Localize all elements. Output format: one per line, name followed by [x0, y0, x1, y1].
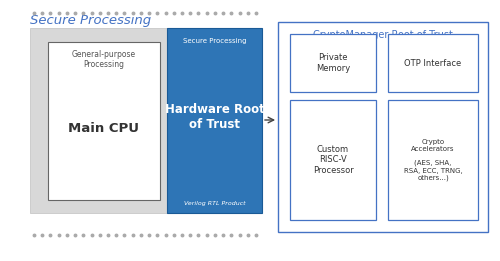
Text: Main CPU: Main CPU [68, 122, 140, 135]
Text: Secure Processing: Secure Processing [183, 38, 246, 44]
Bar [388, 100, 478, 220]
Text: Private
Memory: Private Memory [316, 53, 350, 73]
Text: CryptoManager Root of Trust: CryptoManager Root of Trust [313, 30, 453, 40]
Text: General-purpose
Processing: General-purpose Processing [72, 50, 136, 69]
Bar [30, 28, 260, 213]
Text: Verilog RTL Product: Verilog RTL Product [184, 201, 246, 206]
Text: Crypto
Accelerators

(AES, SHA,
RSA, ECC, TRNG,
others...): Crypto Accelerators (AES, SHA, RSA, ECC,… [404, 139, 462, 181]
Bar [290, 34, 376, 92]
Text: Secure Processing: Secure Processing [30, 14, 151, 27]
Bar [278, 22, 488, 232]
Text: Hardware Root
of Trust: Hardware Root of Trust [164, 103, 264, 131]
Bar [167, 28, 262, 213]
Text: OTP Interface: OTP Interface [404, 58, 462, 68]
Text: Custom
RISC-V
Processor: Custom RISC-V Processor [312, 145, 354, 175]
Bar [290, 100, 376, 220]
Bar [388, 34, 478, 92]
Bar [48, 42, 160, 200]
